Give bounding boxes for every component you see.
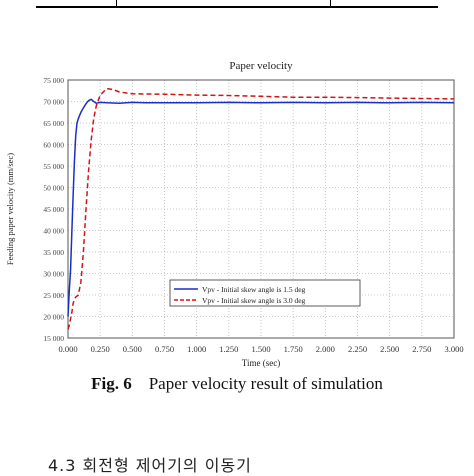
series-line-2 (67, 87, 455, 330)
x-tick-label: 0.250 (91, 344, 110, 354)
x-tick-label: 3.000 (444, 344, 463, 354)
plot-frame (67, 79, 455, 339)
figure-caption-text: Paper velocity result of simulation (148, 374, 383, 393)
x-tick-label: 1.500 (251, 344, 270, 354)
legend-label-1: Vpv - Initial skew angle is 1.5 deg (202, 285, 306, 294)
y-tick-label: 75 000 (43, 76, 64, 85)
legend-label-2: Vpv - Initial skew angle is 3.0 deg (202, 296, 306, 305)
x-tick-label: 2.000 (316, 344, 335, 354)
y-tick-label: 45 000 (43, 205, 64, 214)
x-tick-label: 2.500 (380, 344, 399, 354)
x-axis-label: Time (sec) (242, 358, 280, 368)
y-tick-label: 70 000 (43, 98, 64, 107)
figure-label: Fig. 6 (91, 374, 132, 393)
figure-caption: Fig. 6 Paper velocity result of simulati… (0, 374, 474, 394)
x-tick-label: 1.250 (219, 344, 238, 354)
table-line-top (36, 6, 438, 8)
legend-box (169, 279, 361, 307)
y-tick-label: 50 000 (43, 184, 64, 193)
y-tick-label: 35 000 (43, 248, 64, 257)
y-tick-label: 30 000 (43, 270, 64, 279)
x-tick-label: 2.750 (412, 344, 431, 354)
x-tick-label: 2.250 (348, 344, 367, 354)
y-tick-label: 25 000 (43, 291, 64, 300)
table-divider-2 (330, 0, 331, 8)
x-tick-label: 0.500 (123, 344, 142, 354)
x-tick-label: 1.750 (284, 344, 303, 354)
x-tick-label: 0.750 (155, 344, 174, 354)
y-tick-label: 40 000 (43, 227, 64, 236)
section-heading: 4.3 회전형 제어기의 이동기 (48, 456, 252, 475)
series-line-1 (67, 98, 455, 317)
velocity-chart: Paper velocity 0.000 0.250 0.500 0.750 1.000 1… (5, 60, 464, 368)
y-axis-label: Feeding paper velocity (mm/sec) (5, 153, 15, 265)
y-tick-label: 65 000 (43, 119, 64, 128)
table-divider-1 (116, 0, 117, 8)
y-tick-label: 60 000 (43, 141, 64, 150)
x-tick-label: 0.000 (58, 344, 77, 354)
chart-title: Paper velocity (229, 60, 293, 72)
y-tick-label: 15 000 (43, 334, 64, 343)
y-tick-label: 55 000 (43, 162, 64, 171)
y-tick-label: 20 000 (43, 313, 64, 322)
x-tick-label: 1.000 (187, 344, 206, 354)
